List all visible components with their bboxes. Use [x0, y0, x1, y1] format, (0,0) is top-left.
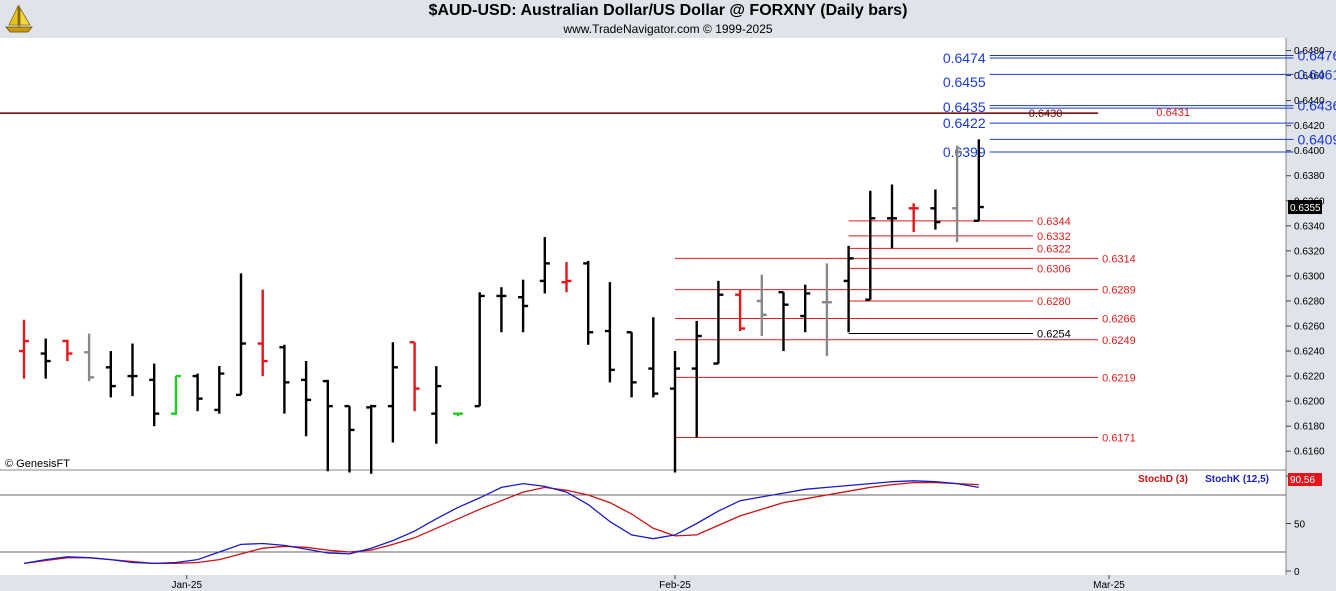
- price-tick-label: 0.6420: [1294, 121, 1325, 132]
- price-tick-label: 0.6180: [1294, 422, 1325, 433]
- price-tick-label: 0.6340: [1294, 221, 1325, 232]
- last-price-box: [1288, 200, 1322, 215]
- level-label: 0.6280: [1037, 296, 1071, 308]
- level-label: 0.6422: [943, 115, 986, 131]
- watermark: © GenesisFT: [5, 458, 70, 470]
- stoch-last-label: 90.56: [1290, 475, 1315, 486]
- time-tick-label: Mar-25: [1093, 580, 1125, 591]
- level-label: 0.6474: [943, 50, 986, 66]
- price-tick-label: 0.6320: [1294, 246, 1325, 257]
- level-label: 0.6249: [1102, 335, 1136, 347]
- chart-subtitle: www.TradeNavigator.com © 1999-2025: [563, 22, 773, 36]
- stoch-series-line: [23, 481, 979, 565]
- chart-title: $AUD-USD: Australian Dollar/US Dollar @ …: [428, 2, 908, 19]
- price-tick-label: 0.6220: [1294, 372, 1325, 383]
- last-price-label: 0.6355: [1290, 203, 1321, 214]
- price-tick-label: 0.6400: [1294, 146, 1325, 157]
- stoch-legend-d: StochD (3): [1138, 474, 1188, 485]
- price-tick-label: 0.6380: [1294, 171, 1325, 182]
- stoch-tick-label: 0: [1294, 567, 1300, 578]
- price-tick-label: 0.6280: [1294, 296, 1325, 307]
- level-label: 0.6435: [943, 99, 986, 115]
- level-label: 0.6409: [1297, 131, 1336, 147]
- level-label: 0.6476: [1297, 48, 1336, 64]
- level-label: 0.6219: [1102, 372, 1136, 384]
- level-label: 0.6436: [1297, 98, 1336, 114]
- time-tick-label: Feb-25: [659, 580, 691, 591]
- price-tick-label: 0.6260: [1294, 322, 1325, 333]
- price-tick-label: 0.6300: [1294, 271, 1325, 282]
- level-label: 0.6289: [1102, 285, 1136, 297]
- level-label: 0.6322: [1037, 243, 1071, 255]
- level-label: 0.6254: [1037, 329, 1071, 341]
- level-label: 0.6314: [1102, 253, 1136, 265]
- level-label: 0.6266: [1102, 313, 1136, 325]
- stoch-tick-label: 50: [1294, 520, 1306, 531]
- level-label: 0.6306: [1037, 263, 1071, 275]
- price-tick-label: 0.6460: [1294, 71, 1325, 82]
- price-tick-label: 0.6240: [1294, 347, 1325, 358]
- level-label: 0.6344: [1037, 216, 1071, 228]
- chart-header: $AUD-USD: Australian Dollar/US Dollar @ …: [0, 0, 1336, 38]
- time-axis-bg: [0, 575, 1336, 591]
- price-tick-label: 0.6480: [1294, 46, 1325, 57]
- stoch-panel-bg: [0, 470, 1286, 575]
- stoch-series-line: [23, 480, 979, 565]
- stoch-last-box: [1288, 473, 1322, 486]
- price-tick-label: 0.6200: [1294, 397, 1325, 408]
- level-label: 0.6461: [1297, 66, 1336, 82]
- price-panel-bg: [0, 38, 1286, 470]
- stoch-legend-k: StochK (12,5): [1205, 474, 1269, 485]
- level-label: 0.6171: [1102, 432, 1136, 444]
- price-tick-label: 0.6440: [1294, 96, 1325, 107]
- level-label: 0.6455: [943, 74, 986, 90]
- price-tick-label: 0.6160: [1294, 447, 1325, 458]
- time-tick-label: Jan-25: [171, 580, 202, 591]
- level-label: 0.6332: [1037, 231, 1071, 243]
- genesis-sailboat-logo-icon: [5, 5, 33, 33]
- level-label: 0.6399: [943, 144, 986, 160]
- level-label: 0.6431: [1156, 107, 1190, 119]
- level-label: 0.6430: [1029, 108, 1063, 120]
